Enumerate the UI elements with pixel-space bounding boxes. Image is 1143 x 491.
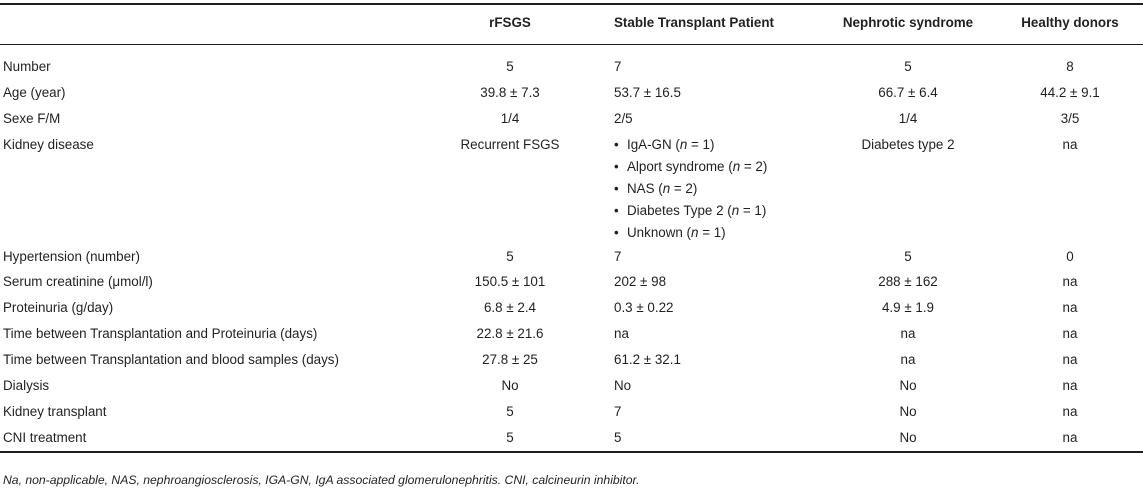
cell-stable: IgA-GN (n = 1) Alport syndrome (n = 2) N… <box>614 137 767 247</box>
cell-nephrotic: na <box>900 352 916 367</box>
cell-healthy: na <box>1062 352 1078 367</box>
cell-stable: 61.2 ± 32.1 <box>614 352 681 367</box>
table-row: Kidney transplant 5 7 No na <box>0 404 1143 428</box>
table-row: Hypertension (number) 5 7 5 0 <box>0 249 1143 273</box>
cell-rfsgs: 39.8 ± 7.3 <box>480 85 540 100</box>
cell-healthy: na <box>1062 326 1078 341</box>
cell-nephrotic: Diabetes type 2 <box>861 137 955 152</box>
header-healthy-donors: Healthy donors <box>1021 15 1119 30</box>
table-row: Kidney disease Recurrent FSGS IgA-GN (n … <box>0 137 1143 241</box>
cell-rfsgs: 5 <box>506 249 514 264</box>
cell-stable: 2/5 <box>614 111 633 126</box>
cell-rfsgs: 1/4 <box>500 111 520 126</box>
cell-healthy: 3/5 <box>1060 111 1080 126</box>
table-row: Serum creatinine (μmol/l) 150.5 ± 101 20… <box>0 274 1143 298</box>
cell-nephrotic: 4.9 ± 1.9 <box>881 300 935 315</box>
cell-rfsgs: Recurrent FSGS <box>460 137 560 152</box>
cell-stable: 7 <box>614 404 622 419</box>
cell-nephrotic: na <box>900 326 916 341</box>
list-item: Diabetes Type 2 (n = 1) <box>614 203 767 225</box>
row-label: Serum creatinine (μmol/l) <box>3 274 153 289</box>
cell-nephrotic: No <box>899 404 917 419</box>
cell-stable: 7 <box>614 59 622 74</box>
cell-healthy: na <box>1062 137 1078 152</box>
cell-stable: 5 <box>614 430 622 445</box>
cell-nephrotic: 288 ± 162 <box>878 274 938 289</box>
table-row: Time between Transplantation and blood s… <box>0 352 1143 376</box>
table-row: Dialysis No No No na <box>0 378 1143 402</box>
cell-nephrotic: 66.7 ± 6.4 <box>878 85 938 100</box>
cell-nephrotic: No <box>899 430 917 445</box>
row-label: Age (year) <box>3 85 66 100</box>
cell-stable: 53.7 ± 16.5 <box>614 85 681 100</box>
cell-healthy: na <box>1062 404 1078 419</box>
cell-healthy: na <box>1062 430 1078 445</box>
cell-healthy: 44.2 ± 9.1 <box>1040 85 1100 100</box>
row-label: Kidney disease <box>3 137 94 152</box>
table-footnote: Na, non-applicable, NAS, nephroangioscle… <box>3 473 640 487</box>
table-row: CNI treatment 5 5 No na <box>0 430 1143 454</box>
cell-nephrotic: 1/4 <box>898 111 918 126</box>
cell-rfsgs: 22.8 ± 21.6 <box>476 326 544 341</box>
cell-stable: 0.3 ± 0.22 <box>614 300 674 315</box>
row-label: Number <box>3 59 51 74</box>
row-label: Sexe F/M <box>3 111 61 126</box>
kidney-disease-list: IgA-GN (n = 1) Alport syndrome (n = 2) N… <box>614 137 767 247</box>
cell-stable: na <box>614 326 629 341</box>
table-row: Proteinuria (g/day) 6.8 ± 2.4 0.3 ± 0.22… <box>0 300 1143 324</box>
cell-rfsgs: 150.5 ± 101 <box>474 274 546 289</box>
table-row: Sexe F/M 1/4 2/5 1/4 3/5 <box>0 111 1143 135</box>
list-item: IgA-GN (n = 1) <box>614 137 767 159</box>
header-rfsgs: rFSGS <box>489 15 531 30</box>
row-label: Time between Transplantation and blood s… <box>3 352 339 367</box>
header-stable-transplant: Stable Transplant Patient <box>614 15 774 30</box>
table-row: Age (year) 39.8 ± 7.3 53.7 ± 16.5 66.7 ±… <box>0 85 1143 109</box>
row-label: Dialysis <box>3 378 50 393</box>
cell-rfsgs: 6.8 ± 2.4 <box>483 300 537 315</box>
table-row: Number 5 7 5 8 <box>0 59 1143 83</box>
cell-rfsgs: 5 <box>506 404 514 419</box>
cell-rfsgs: 5 <box>506 430 514 445</box>
cell-nephrotic: 5 <box>904 59 912 74</box>
header-nephrotic-syndrome: Nephrotic syndrome <box>842 15 974 30</box>
list-item: NAS (n = 2) <box>614 181 767 203</box>
cell-healthy: na <box>1062 274 1078 289</box>
table-bottom-rule <box>0 451 1143 453</box>
list-item: Alport syndrome (n = 2) <box>614 159 767 181</box>
cell-rfsgs: 5 <box>506 59 514 74</box>
cell-healthy: na <box>1062 378 1078 393</box>
row-label: Hypertension (number) <box>3 249 140 264</box>
cell-healthy: 0 <box>1066 249 1074 264</box>
table-row: Time between Transplantation and Protein… <box>0 326 1143 350</box>
cell-stable: No <box>614 378 632 393</box>
table-header-rule <box>0 44 1143 45</box>
row-label: Time between Transplantation and Protein… <box>3 326 318 341</box>
row-label: CNI treatment <box>3 430 87 445</box>
cell-healthy: 8 <box>1066 59 1074 74</box>
row-label: Kidney transplant <box>3 404 107 419</box>
cell-healthy: na <box>1062 300 1078 315</box>
list-item: Unknown (n = 1) <box>614 225 767 247</box>
cell-rfsgs: No <box>501 378 519 393</box>
cell-stable: 202 ± 98 <box>614 274 667 289</box>
table-top-rule <box>0 3 1143 5</box>
row-label: Proteinuria (g/day) <box>3 300 114 315</box>
cell-stable: 7 <box>614 249 622 264</box>
cell-rfsgs: 27.8 ± 25 <box>482 352 538 367</box>
cell-nephrotic: No <box>899 378 917 393</box>
cell-nephrotic: 5 <box>904 249 912 264</box>
